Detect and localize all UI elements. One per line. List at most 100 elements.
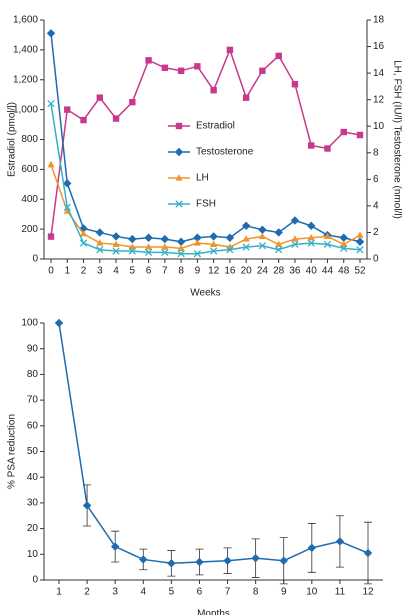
marker [258, 242, 267, 250]
y-tick-label: 10 [27, 549, 39, 560]
y-tick-label: 30 [27, 498, 39, 509]
marker [226, 246, 234, 254]
x-tick-label: 24 [257, 266, 269, 277]
marker [210, 87, 217, 94]
marker [95, 228, 104, 237]
marker [63, 203, 71, 211]
marker [174, 147, 184, 157]
marker [160, 234, 170, 244]
marker [356, 231, 364, 238]
x-tick-label: 1 [56, 587, 62, 598]
x-tick-label: 9 [281, 587, 287, 598]
marker [241, 221, 251, 231]
marker [323, 240, 332, 249]
x-tick-label: 6 [146, 266, 152, 277]
marker [291, 81, 299, 88]
marker [340, 244, 348, 253]
y-tick-label: 0 [32, 254, 38, 265]
marker [144, 248, 153, 257]
marker [161, 243, 169, 250]
marker [112, 247, 120, 255]
x-tick-label: 6 [197, 587, 203, 598]
line [50, 33, 361, 243]
y-tick-label: 60 [27, 420, 39, 431]
marker [279, 556, 288, 565]
marker [176, 237, 186, 246]
y2-tick-label: 8 [373, 147, 379, 158]
y-tick-label: 400 [21, 194, 38, 205]
y-tick-label: 40 [27, 472, 39, 483]
y-tick-label: 800 [21, 134, 38, 145]
x-tick-label: 12 [208, 266, 220, 277]
y-tick-label: 20 [27, 523, 39, 534]
marker [307, 221, 316, 231]
y2-tick-label: 2 [373, 227, 379, 238]
marker [139, 555, 148, 564]
marker [175, 200, 183, 208]
x-tick-label: 1 [64, 266, 70, 277]
marker [54, 318, 64, 328]
marker [209, 247, 218, 255]
marker [128, 247, 136, 255]
marker [144, 233, 153, 242]
y2-tick-label: 0 [373, 254, 379, 265]
marker [335, 537, 345, 546]
y2-tick-label: 4 [373, 201, 379, 212]
marker [79, 239, 88, 247]
marker [223, 556, 232, 565]
marker [175, 122, 183, 130]
y-tick-label: 100 [21, 318, 38, 329]
marker [193, 250, 202, 258]
x-axis-title: Weeks [190, 288, 220, 299]
marker [167, 559, 176, 568]
x-tick-label: 5 [130, 266, 136, 277]
marker [193, 233, 202, 242]
marker [195, 557, 204, 567]
y-tick-label: 200 [21, 224, 38, 235]
marker [46, 29, 56, 38]
x-tick-label: 52 [354, 266, 366, 277]
marker [161, 64, 169, 71]
legend-label: FSH [196, 199, 216, 210]
marker [290, 216, 300, 225]
marker [47, 160, 55, 168]
marker [63, 179, 72, 188]
marker [307, 543, 317, 553]
y-tick-label: 1,600 [13, 15, 38, 26]
marker [128, 234, 137, 244]
marker [96, 246, 104, 254]
line [50, 164, 361, 250]
x-tick-label: 8 [178, 266, 184, 277]
x-tick-label: 11 [335, 587, 346, 598]
line [50, 47, 361, 237]
x-tick-label: 0 [48, 266, 54, 277]
x-tick-label: 48 [338, 266, 350, 277]
marker [259, 67, 266, 74]
y-tick-label: 90 [27, 343, 39, 354]
legend-label: Testosterone [196, 147, 254, 158]
marker [82, 501, 92, 510]
legend-label: LH [196, 173, 209, 184]
x-tick-label: 4 [140, 587, 146, 598]
y2-tick-label: 14 [373, 68, 385, 79]
marker [339, 233, 348, 242]
y2-axis-title: LH, FSH (IU/l) Testosterone (nmol/l) [391, 60, 402, 219]
y2-tick-label: 10 [373, 121, 385, 132]
marker [110, 542, 120, 551]
x-tick-label: 28 [273, 266, 285, 277]
y-tick-label: 1,400 [13, 45, 38, 56]
marker [291, 235, 299, 242]
x-tick-label: 2 [84, 587, 90, 598]
marker [177, 250, 185, 258]
y-tick-label: 70 [27, 395, 39, 406]
x-tick-label: 8 [253, 587, 259, 598]
marker [177, 244, 185, 251]
x-tick-label: 10 [306, 587, 318, 598]
marker [175, 174, 183, 181]
marker [96, 239, 104, 246]
marker [193, 239, 201, 246]
marker [47, 233, 55, 240]
y2-tick-label: 6 [373, 174, 379, 185]
marker [144, 243, 153, 250]
x-tick-label: 12 [362, 587, 374, 598]
